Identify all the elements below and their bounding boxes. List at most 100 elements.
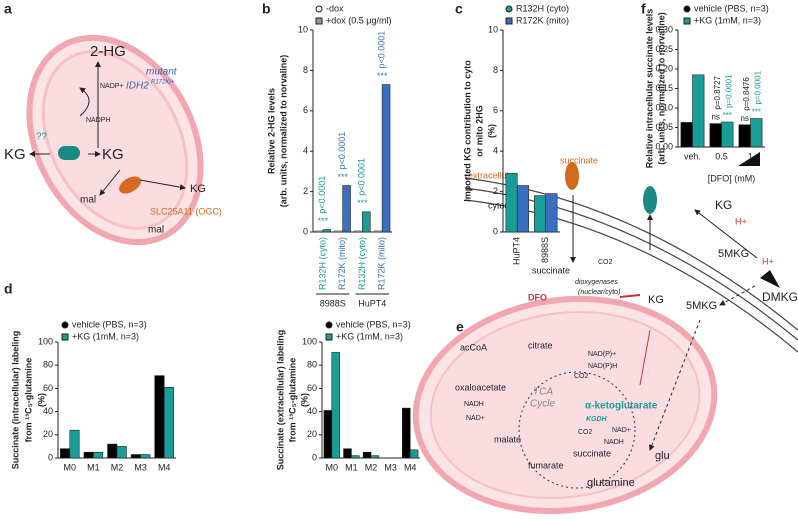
bar (334, 230, 343, 233)
label: mal (80, 195, 96, 206)
x-tick-label: 0.5 (715, 151, 728, 161)
legend-marker (325, 321, 333, 329)
legend-marker (315, 17, 323, 25)
label: succinate (560, 155, 598, 165)
label: NAD(P)H (588, 363, 617, 370)
legend-marker (505, 5, 513, 13)
significance: *** (318, 216, 329, 226)
y-axis-label: Relative intracellular succinate levels (644, 9, 654, 169)
y-axis-label: from ¹³C₅-glutamine (287, 358, 297, 443)
bar (721, 121, 734, 148)
label: NAD+ (612, 427, 631, 434)
significance: *** (337, 172, 348, 182)
legend-marker (325, 333, 333, 341)
x-tick-label: M4 (158, 462, 171, 472)
legend-marker (505, 17, 513, 25)
label: TCA (533, 387, 553, 398)
bar (322, 229, 332, 233)
y-tick-label: 0.00 (655, 141, 673, 151)
y-tick-label: 0.05 (655, 122, 673, 132)
label: KG (4, 146, 26, 163)
bar (107, 443, 118, 459)
y-tick-label: 2 (303, 186, 308, 196)
bar (516, 185, 529, 233)
label: acCoA (460, 342, 487, 352)
label: Cycle (530, 399, 555, 410)
y-axis-label: (%) (486, 124, 496, 138)
bar (116, 446, 127, 459)
x-tick-label: M3 (384, 462, 397, 472)
y-tick-label: 40 (307, 406, 317, 416)
label: NADH (464, 401, 484, 408)
bar (738, 124, 751, 148)
label: KG (715, 198, 732, 212)
bar (402, 407, 411, 459)
y-tick-label: 6 (493, 105, 498, 115)
label: mal (148, 225, 164, 236)
label: NADPH (86, 117, 111, 124)
y-tick-label: 80 (43, 360, 53, 370)
bar (692, 74, 705, 148)
y-tick-label: 0 (303, 226, 308, 236)
y-axis-label: (%) (299, 393, 309, 407)
legend-label: +KG (1mM, n=3) (72, 331, 139, 341)
significance: ns (740, 114, 748, 123)
x-tick-label: M4 (404, 462, 417, 472)
label: H+ (762, 256, 774, 266)
label: (nuclear/cyto) (578, 289, 620, 296)
legend-label: vehicle (PBS, n=3) (72, 319, 147, 329)
y-tick-label: 0.30 (655, 24, 673, 34)
significance: ns (711, 113, 719, 122)
panel-label: e (456, 319, 464, 335)
bar (370, 455, 380, 459)
label: succinate (573, 448, 611, 458)
bar (373, 230, 383, 233)
bar (83, 451, 94, 459)
bar (154, 375, 165, 459)
x-tick-label: M3 (134, 462, 147, 472)
label: DFO (528, 292, 547, 302)
label: CO2 (598, 259, 613, 266)
label: fumarate (528, 460, 564, 470)
bar (709, 123, 722, 148)
legend-label: +dox (0.5 μg/ml) (326, 15, 391, 25)
y-tick-label: 20 (43, 429, 53, 439)
p-value: p=0.0001 (724, 74, 733, 108)
legend-marker (683, 17, 691, 25)
label: KG (190, 183, 206, 195)
legend-label: R132H (cyto) (516, 3, 569, 13)
bar (323, 410, 333, 459)
label: 2-HG (90, 43, 126, 60)
label: NAD(P)+ (588, 351, 616, 358)
label: 5MKG (718, 248, 749, 260)
x-tick-label: HuPT4 (512, 237, 522, 265)
x-tick-label: M2 (365, 462, 378, 472)
y-tick-label: 0 (312, 452, 317, 462)
legend-marker (683, 5, 691, 13)
y-tick-label: 0 (493, 226, 498, 236)
label: cytosol (488, 200, 516, 210)
bar (130, 454, 141, 459)
bar (505, 173, 518, 233)
y-tick-label: 8 (493, 65, 498, 75)
x-tick-label: R132H (cyto) (357, 237, 367, 290)
y-tick-label: 100 (38, 336, 53, 346)
bar (342, 185, 351, 233)
p-value: p<0.0001 (337, 132, 347, 170)
p-value: p=0.8727 (713, 75, 722, 109)
label: NADH (604, 439, 624, 446)
x-tick-label: M0 (64, 462, 77, 472)
panel-label: a (4, 1, 12, 17)
legend-label: R172K (mito) (516, 15, 569, 25)
y-axis-label: Succinate (extracellular) labeling (275, 330, 285, 471)
x-tick-label: R132H (cyto) (317, 237, 327, 290)
y-tick-label: 20 (307, 429, 317, 439)
y-tick-label: 4 (493, 146, 498, 156)
bar (140, 454, 151, 459)
y-tick-label: 10 (298, 24, 308, 34)
p-value: p<0.0001 (357, 158, 367, 196)
y-tick-label: 2 (493, 186, 498, 196)
y-tick-label: 0.10 (655, 102, 673, 112)
label: KG (102, 146, 124, 163)
group-label: 8988S (320, 298, 346, 308)
